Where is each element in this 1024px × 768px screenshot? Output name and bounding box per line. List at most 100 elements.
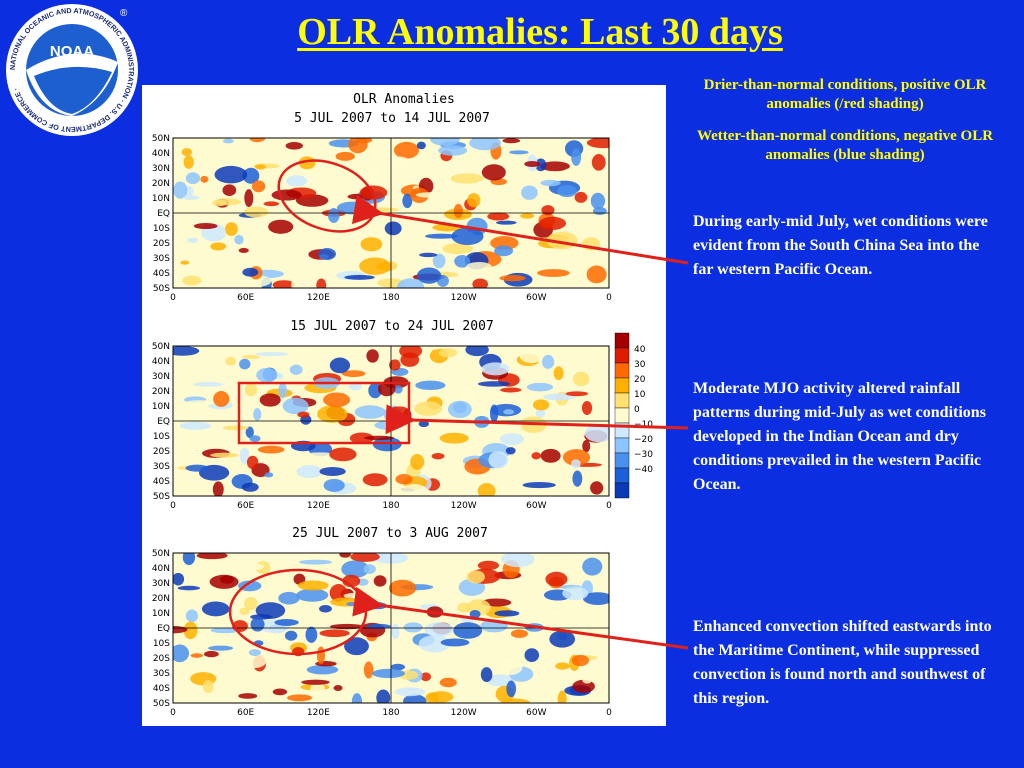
anomaly-blob <box>181 148 193 157</box>
anomaly-blob <box>182 195 200 200</box>
colorbar-swatch <box>614 362 630 379</box>
anomaly-blob <box>253 408 262 421</box>
anomaly-blob <box>451 227 484 246</box>
anomaly-blob <box>364 435 395 441</box>
anomaly-blob <box>289 201 299 213</box>
anomaly-blob <box>402 193 413 209</box>
anomaly-blob <box>388 156 411 170</box>
anomaly-blob <box>243 206 269 218</box>
colorbar-label: −40 <box>634 465 653 475</box>
lat-label: 40S <box>153 269 170 279</box>
anomaly-blob <box>469 138 501 151</box>
anomaly-blob <box>239 447 250 464</box>
anomaly-blob <box>254 164 266 170</box>
anomaly-blob <box>363 661 374 679</box>
lat-label: 50N <box>152 342 170 352</box>
anomaly-blob <box>323 478 345 492</box>
anomaly-blob <box>316 278 327 288</box>
anomaly-blob <box>400 352 420 367</box>
lat-label: 50N <box>152 549 170 559</box>
anomaly-blob <box>344 274 375 280</box>
anomaly-blob <box>173 181 188 199</box>
anomaly-blob <box>328 207 340 224</box>
anomaly-blob <box>531 452 542 460</box>
anomaly-blob <box>591 154 606 171</box>
anomaly-blob <box>185 464 209 472</box>
lon-label: 60E <box>237 708 254 718</box>
anomaly-blob <box>319 604 332 613</box>
anomaly-blob <box>208 645 234 651</box>
anomaly-blob <box>329 357 351 374</box>
anomaly-blob <box>239 358 251 370</box>
anomaly-blob <box>447 400 472 419</box>
lat-label: 40N <box>152 564 170 574</box>
lat-label: 20N <box>152 387 170 397</box>
anomaly-blob <box>209 574 239 589</box>
anomaly-blob <box>466 570 485 584</box>
anomaly-blob <box>390 663 406 671</box>
anomaly-blob <box>348 138 368 154</box>
lon-label: 0 <box>170 293 176 303</box>
anomaly-blob <box>453 203 463 219</box>
anomaly-blob <box>428 691 454 703</box>
anomaly-blob <box>519 348 544 364</box>
anomaly-blob <box>285 141 303 150</box>
anomaly-blob <box>410 454 425 470</box>
anomaly-blob <box>572 371 590 387</box>
lon-label: 60W <box>526 501 546 511</box>
anomaly-blob <box>319 629 350 638</box>
anomaly-blob <box>310 681 326 699</box>
anomaly-blob <box>232 620 248 632</box>
lat-label: EQ <box>157 417 170 427</box>
anomaly-blob <box>180 260 190 265</box>
anomaly-blob <box>384 221 402 236</box>
anomaly-blob <box>557 184 577 198</box>
anomaly-blob <box>298 559 333 565</box>
drier-note: Drier-than-normal conditions, positive O… <box>703 77 987 112</box>
anomaly-blob <box>438 145 468 156</box>
lon-label: 0 <box>606 501 612 511</box>
anomaly-blob <box>363 564 376 575</box>
anomaly-blob <box>193 223 218 230</box>
anomaly-blob <box>403 622 423 633</box>
anomaly-blob <box>542 277 557 288</box>
anomaly-blob <box>250 617 265 632</box>
anomaly-blob <box>264 472 274 478</box>
anomaly-blob <box>346 601 358 607</box>
lon-label: 120W <box>451 293 477 303</box>
colorbar-swatch <box>614 452 630 469</box>
anomaly-blob <box>297 580 329 591</box>
anomaly-blob <box>242 167 260 184</box>
anomaly-blob <box>367 207 400 212</box>
anomaly-blob <box>397 278 425 288</box>
anomaly-blob <box>522 481 556 489</box>
anomaly-blob <box>329 623 364 630</box>
anomaly-blob <box>498 659 523 675</box>
anomaly-blob <box>241 482 259 492</box>
anomaly-blob <box>394 687 426 697</box>
lon-label: 120E <box>307 501 330 511</box>
colorbar-swatch <box>614 407 630 424</box>
anomaly-blob <box>477 560 500 571</box>
anomaly-blob <box>430 138 460 146</box>
anomaly-blob <box>540 179 561 187</box>
anomaly-blob <box>359 257 391 275</box>
colorbar-label: 0 <box>634 405 640 415</box>
anomaly-blob <box>391 623 400 640</box>
anomaly-blob <box>329 447 357 462</box>
anomaly-blob <box>210 452 239 458</box>
lon-label: 120W <box>451 708 477 718</box>
lat-label: 30S <box>153 462 170 472</box>
anomaly-blob <box>339 553 351 558</box>
anomaly-blob <box>372 668 405 679</box>
anomaly-blob <box>541 205 555 216</box>
lon-label: 0 <box>170 708 176 718</box>
page-title: OLR Anomalies: Last 30 days <box>297 11 783 53</box>
anomaly-blob <box>318 248 336 261</box>
anomaly-blob <box>177 585 201 591</box>
anomaly-blob <box>499 433 524 446</box>
anomaly-blob <box>272 280 295 288</box>
anomaly-blob <box>572 470 583 487</box>
anomaly-blob <box>193 382 224 387</box>
